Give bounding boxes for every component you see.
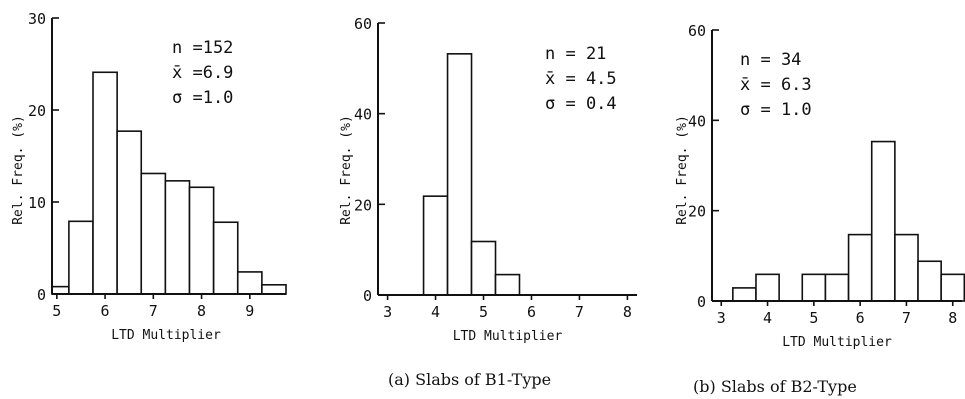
histogram-bar	[470, 240, 497, 296]
histogram-bar	[236, 271, 263, 295]
histogram-bar	[51, 285, 70, 295]
y-tick-label: 60	[688, 22, 706, 40]
histogram-bar	[940, 273, 965, 302]
y-tick-label: 20	[688, 203, 706, 221]
histogram-b2-slabs: 0 20 40 60 3 4 5 6 7 8 LTD Multiplier Rel. Freq. (%…	[675, 22, 965, 350]
y-tick-label: 0	[363, 287, 372, 305]
y-tick-label: 40	[688, 112, 706, 130]
x-tick-label: 4	[431, 303, 440, 321]
histogram-bar	[870, 140, 896, 302]
x-tick-label: 8	[623, 303, 632, 321]
histogram-bar	[446, 53, 473, 296]
histogram-bar	[164, 180, 191, 295]
stats-annotation: x̄ = 4.5	[545, 69, 617, 89]
y-axis-label: Rel. Freq. (%)	[675, 115, 690, 225]
histogram-b1-slabs: 0 20 40 60 3 4 5 6 7 8 LTD Multiplier Rel. Freq. (%…	[339, 15, 637, 344]
x-axis-label: LTD Multiplier	[453, 329, 563, 344]
histogram-bar	[68, 220, 94, 295]
x-tick-label: 7	[149, 302, 158, 320]
y-tick-label: 0	[37, 286, 46, 304]
y-tick-label: 40	[354, 106, 372, 124]
y-tick-label: 10	[28, 194, 46, 212]
caption-b1: (a) Slabs of B1-Type	[388, 370, 551, 389]
x-tick-label: 6	[101, 302, 110, 320]
histogram-bar	[755, 273, 780, 302]
y-axis-label: Rel. Freq. (%)	[339, 115, 354, 225]
x-tick-label: 8	[948, 309, 957, 327]
y-tick-label: 60	[354, 15, 372, 33]
x-axis-label: LTD Multiplier	[111, 328, 221, 343]
histogram-bar	[422, 195, 449, 296]
stats-annotation: x̄ =6.9	[172, 63, 233, 83]
stats-annotation: n =152	[172, 38, 233, 58]
y-tick-label: 0	[697, 293, 706, 311]
x-axis-label: LTD Multiplier	[782, 335, 892, 350]
stats-annotation: σ =1.0	[172, 88, 233, 108]
stats-annotation: σ = 1.0	[740, 100, 812, 120]
x-tick-label: 3	[717, 309, 726, 327]
y-axis-label: Rel. Freq. (%)	[11, 115, 26, 225]
y-tick-label: 20	[28, 102, 46, 120]
x-tick-label: 6	[527, 303, 536, 321]
x-tick-label: 6	[856, 309, 865, 327]
x-tick-label: 9	[245, 302, 254, 320]
histogram-bar	[92, 71, 118, 295]
histogram-bar	[188, 186, 215, 295]
histogram-all-slabs: 0 10 20 30 5 6 7 8 9 LTD Multiplier Rel. Freq. (%)…	[11, 10, 287, 343]
stats-annotation: n = 34	[740, 50, 801, 70]
histogram-bar	[212, 221, 239, 295]
stats-annotation: n = 21	[545, 44, 606, 64]
histogram-bar	[732, 287, 757, 302]
caption-b2: (b) Slabs of B2-Type	[693, 377, 857, 396]
stats-annotation: x̄ = 6.3	[740, 75, 812, 95]
histogram-bar	[261, 283, 287, 295]
stats-annotation: σ = 0.4	[545, 94, 617, 114]
x-tick-label: 3	[383, 303, 392, 321]
x-tick-label: 5	[809, 309, 818, 327]
x-tick-label: 4	[763, 309, 772, 327]
histogram-bar	[894, 233, 919, 302]
histogram-bar	[801, 273, 827, 302]
x-tick-label: 7	[902, 309, 911, 327]
histogram-bar	[824, 273, 850, 302]
y-tick-label: 30	[28, 10, 46, 28]
x-tick-label: 8	[197, 302, 206, 320]
histogram-bar	[494, 273, 521, 296]
histogram-bar	[116, 130, 143, 295]
x-tick-label: 5	[52, 302, 61, 320]
x-tick-label: 7	[575, 303, 584, 321]
y-tick-label: 20	[354, 196, 372, 214]
histogram-bar	[917, 260, 942, 302]
histogram-bar	[140, 172, 167, 295]
histogram-bar	[847, 233, 873, 302]
x-tick-label: 5	[479, 303, 488, 321]
